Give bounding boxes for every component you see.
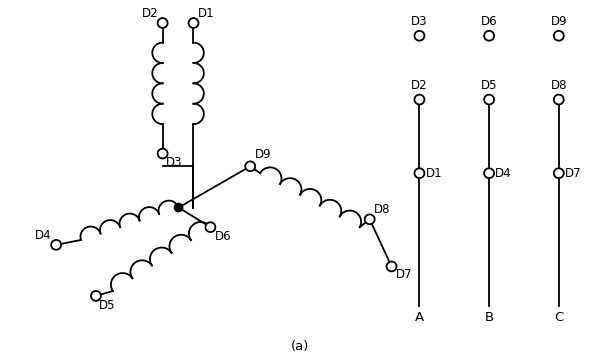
Circle shape [158,149,168,159]
Circle shape [554,95,564,105]
Text: D8: D8 [374,203,390,216]
Circle shape [51,240,61,250]
Circle shape [484,31,494,41]
Circle shape [158,18,168,28]
Text: D2: D2 [142,7,159,20]
Text: D6: D6 [481,15,497,28]
Text: D3: D3 [411,15,427,28]
Circle shape [484,168,494,178]
Circle shape [484,95,494,105]
Circle shape [365,215,375,224]
Text: D6: D6 [214,230,231,243]
Circle shape [245,161,255,171]
Text: D3: D3 [165,156,182,170]
Text: D5: D5 [99,299,115,312]
Circle shape [91,291,101,301]
Text: D4: D4 [495,167,512,180]
Text: (a): (a) [291,340,309,353]
Circle shape [174,203,183,211]
Text: D5: D5 [481,79,497,92]
Circle shape [554,31,564,41]
Text: D9: D9 [255,149,272,161]
Text: D4: D4 [35,229,51,242]
Text: B: B [485,311,494,323]
Circle shape [414,168,424,178]
Circle shape [414,95,424,105]
Text: D7: D7 [565,167,581,180]
Text: D9: D9 [550,15,567,28]
Circle shape [189,18,198,28]
Text: D1: D1 [426,167,442,180]
Circle shape [414,31,424,41]
Text: D8: D8 [550,79,567,92]
Text: C: C [554,311,564,323]
Circle shape [387,262,396,271]
Text: A: A [415,311,424,323]
Circle shape [554,168,564,178]
Text: D7: D7 [396,268,412,281]
Circle shape [205,222,216,232]
Text: D1: D1 [198,7,214,20]
Text: D2: D2 [411,79,427,92]
